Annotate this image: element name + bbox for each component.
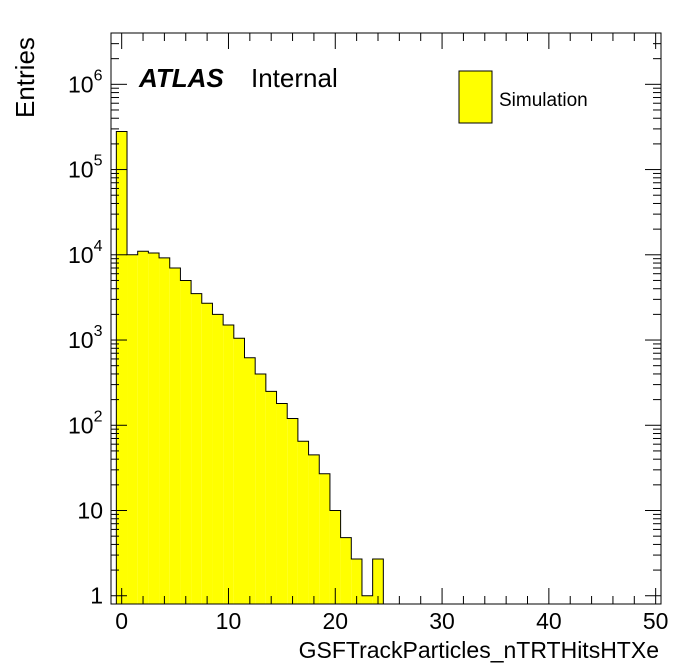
y-axis-label: Entries (10, 37, 40, 118)
histogram-bar (223, 325, 234, 604)
y-tick-exponent: 3 (94, 323, 103, 340)
x-tick-label: 40 (536, 608, 562, 634)
histogram-bar (329, 510, 341, 604)
x-tick-label: 50 (643, 608, 669, 634)
y-tick-exponent: 4 (94, 238, 103, 255)
histogram-bar (276, 403, 288, 604)
x-axis-label: GSFTrackParticles_nTRTHitsHTXe (299, 637, 659, 663)
y-tick-exponent: 2 (94, 408, 103, 425)
legend-label-simulation: Simulation (499, 90, 588, 111)
x-tick-label: 10 (216, 608, 242, 634)
histogram-bar (319, 473, 330, 604)
x-tick-label: 0 (115, 608, 128, 634)
y-tick-exponent: 6 (94, 67, 103, 84)
histogram-bar (297, 441, 309, 604)
histogram-bar (255, 373, 266, 604)
histogram-bar (201, 303, 213, 604)
histogram-outline (115, 130, 395, 605)
histogram-bar (169, 267, 181, 604)
histogram-bar (340, 537, 352, 604)
histogram-bar (372, 558, 384, 604)
atlas-label: ATLAS (138, 63, 224, 93)
histogram-bar (265, 391, 277, 604)
histogram-bar (287, 418, 298, 604)
histogram-bar (127, 254, 138, 604)
histogram-bar (191, 293, 202, 604)
histogram-bar (351, 558, 362, 604)
x-tick-label: 20 (322, 608, 348, 634)
atlas-status-label: Internal (251, 63, 338, 93)
histogram-bar (308, 454, 320, 604)
histogram-bar (137, 251, 149, 605)
histogram-bar (116, 131, 128, 604)
histogram-bar (159, 257, 170, 604)
histogram-bar (148, 252, 160, 604)
x-tick-labels: 0 10 20 30 40 50 (115, 608, 668, 634)
histogram-bar (244, 357, 256, 604)
axis-ticks (111, 32, 661, 604)
x-tick-label: 30 (429, 608, 455, 634)
histogram-bars (116, 131, 384, 605)
histogram-bar (212, 314, 224, 604)
histogram-bar (233, 338, 245, 604)
y-tick-label: 10 (77, 498, 103, 524)
histogram-bar (180, 280, 192, 604)
y-tick-exponent: 5 (94, 153, 103, 170)
y-tick-label: 1 (90, 583, 103, 609)
plot-frame (110, 32, 662, 605)
legend-swatch-simulation (458, 70, 493, 124)
histogram-bar (361, 595, 373, 604)
